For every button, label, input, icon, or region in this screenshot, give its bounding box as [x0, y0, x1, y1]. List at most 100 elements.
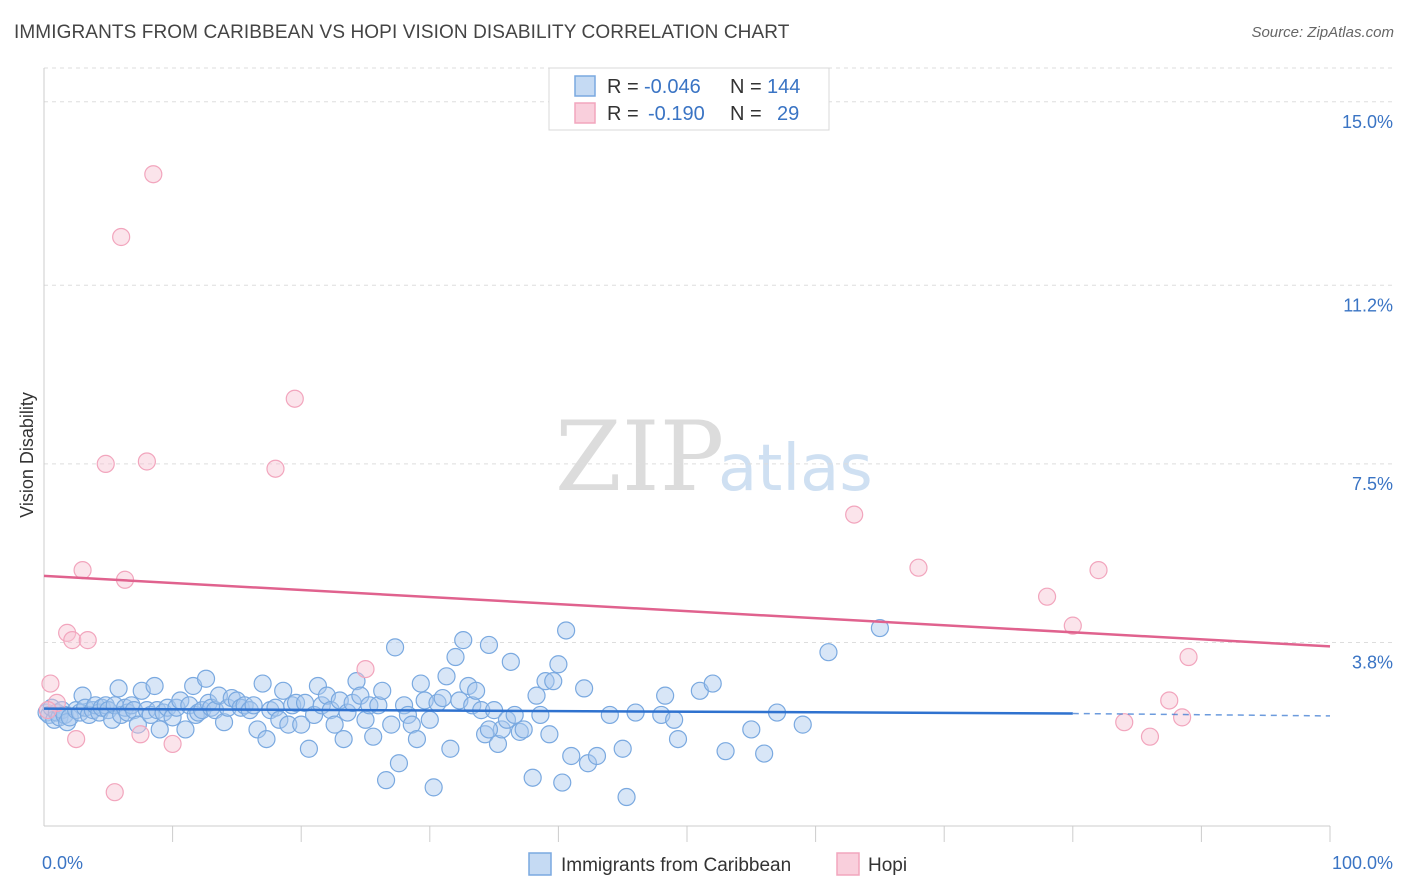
data-point: [38, 701, 57, 720]
x-axis-ticks: [172, 826, 1331, 842]
data-point: [433, 688, 452, 708]
y-tick-label: 11.2%: [1343, 295, 1393, 315]
legend-n-value-blue: 144: [767, 76, 800, 98]
data-point: [58, 713, 77, 732]
y-tick-label: 15.0%: [1342, 112, 1393, 132]
watermark-zip: ZIP: [555, 401, 724, 513]
series-legend-swatch-blue: [528, 852, 552, 876]
data-point: [656, 686, 675, 705]
data-point: [356, 659, 375, 679]
chart-source: Source: ZipAtlas.com: [1251, 24, 1394, 41]
data-point: [1179, 647, 1198, 667]
data-point: [441, 739, 460, 758]
data-point: [531, 705, 550, 725]
data-point: [199, 693, 218, 712]
data-point: [536, 672, 555, 691]
data-point: [266, 459, 285, 478]
legend-r-value-blue: -0.046: [644, 76, 701, 98]
data-point: [385, 638, 405, 657]
data-point: [78, 631, 97, 650]
data-point: [347, 672, 366, 691]
data-point: [446, 647, 465, 667]
gridlines: [44, 67, 1392, 644]
data-point: [437, 667, 456, 686]
data-point: [41, 674, 60, 693]
data-point: [325, 715, 344, 734]
data-point: [613, 739, 632, 758]
correlation-legend: R = -0.046 N = 144 R = -0.190 N = 29: [548, 67, 830, 131]
data-point: [553, 773, 572, 792]
data-point: [382, 715, 401, 734]
data-point: [131, 725, 150, 744]
legend-n-label-blue: N =: [730, 76, 762, 98]
data-point: [176, 720, 195, 739]
x-tick-label-min: 0.0%: [42, 853, 83, 873]
data-point: [617, 787, 636, 807]
data-point: [279, 715, 298, 734]
data-point: [665, 710, 684, 729]
data-point: [540, 725, 559, 744]
data-point: [364, 727, 383, 746]
data-point: [562, 746, 581, 766]
series-hopi-points: [38, 165, 1198, 802]
series-legend-label-blue: Immigrants from Caribbean: [561, 855, 791, 876]
legend-n-label-pink: N =: [730, 103, 762, 125]
data-point: [137, 452, 156, 471]
x-tick-label-max: 100.0%: [1332, 853, 1393, 873]
data-point: [492, 720, 511, 739]
data-point: [587, 746, 607, 766]
data-point: [819, 643, 838, 662]
data-point: [411, 674, 430, 693]
y-tick-labels: 3.8% 7.5% 11.2% 15.0%: [1342, 112, 1393, 673]
data-point: [1089, 561, 1108, 580]
data-point: [96, 454, 115, 473]
data-point: [334, 729, 353, 749]
data-point: [257, 729, 276, 749]
legend-r-label-pink: R =: [607, 103, 639, 125]
data-point: [488, 734, 508, 754]
trend-lines: [43, 574, 1331, 717]
watermark-atlas: atlas: [718, 432, 873, 506]
data-point: [742, 720, 761, 739]
series-legend-swatch-pink: [836, 852, 860, 876]
chart-title: IMMIGRANTS FROM CARIBBEAN VS HOPI VISION…: [14, 22, 790, 43]
data-point: [274, 681, 293, 700]
data-point: [196, 669, 216, 688]
data-point: [402, 715, 421, 734]
data-point: [270, 710, 289, 729]
data-point: [144, 165, 163, 184]
data-point: [523, 768, 542, 787]
data-point: [299, 739, 319, 758]
data-point: [150, 720, 169, 739]
data-point: [63, 631, 82, 650]
data-point: [703, 674, 722, 693]
data-point: [145, 676, 164, 696]
trend-line-caribbean-extension: [1072, 712, 1331, 717]
data-point: [1140, 727, 1160, 746]
data-point: [285, 389, 304, 408]
series-legend-label-pink: Hopi: [868, 855, 907, 876]
y-axis-label: Vision Disability: [17, 392, 37, 518]
data-point: [1063, 616, 1082, 635]
legend-r-value-pink: -0.190: [648, 103, 705, 125]
data-point: [376, 771, 396, 790]
data-point: [105, 783, 124, 802]
legend-swatch-blue: [574, 75, 596, 97]
data-point: [214, 713, 234, 732]
data-point: [755, 744, 774, 763]
data-point: [389, 754, 409, 773]
trend-line-hopi: [43, 574, 1331, 648]
data-point: [1115, 713, 1134, 732]
legend-r-label-blue: R =: [607, 76, 639, 98]
data-point: [338, 703, 357, 722]
legend-swatch-pink: [574, 102, 596, 124]
data-point: [870, 618, 890, 638]
data-point: [244, 696, 263, 715]
data-point: [544, 672, 563, 691]
data-point: [501, 652, 520, 671]
trend-line-caribbean: [43, 707, 1073, 715]
data-point: [527, 686, 546, 705]
data-point: [514, 720, 533, 739]
data-point: [716, 742, 735, 761]
